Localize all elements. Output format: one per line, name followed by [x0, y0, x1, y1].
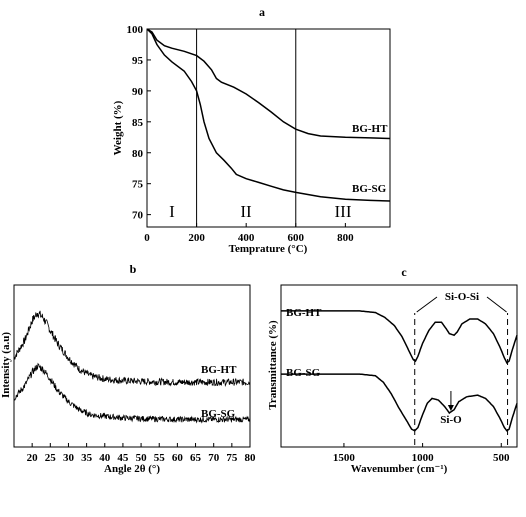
chart-b-plot-area: [13, 284, 251, 448]
chart-a-y-tick-label: 90: [132, 86, 144, 98]
chart-b-x-tick-label: 65: [190, 452, 202, 464]
chart-b-series-line-bg-ht: [13, 310, 251, 387]
chart-a-plot-area: [146, 28, 391, 228]
chart-marks: 0 200 400 600 800 70 75 80 85 90 95 100 20 25 30 35 40 45…: [13, 24, 518, 464]
chart-a-series-label-bg-ht: BG-HT: [352, 123, 388, 135]
chart-c-plot-area: [280, 284, 518, 448]
chart-a-y-tick-label: 95: [132, 55, 144, 67]
chart-c-x-tick-label: 500: [493, 452, 510, 464]
chart-a-x-tick-label: 800: [337, 232, 354, 244]
chart-a-x-tick-label: 400: [238, 232, 255, 244]
chart-b-y-axis-title: Intensity (a.u): [0, 332, 12, 398]
chart-c-x-tick-label: 1500: [333, 452, 356, 464]
chart-a-series-line-bg-sg: [146, 28, 391, 202]
chart-b-x-tick-label: 45: [117, 452, 129, 464]
chart-b-x-tick-label: 40: [99, 452, 111, 464]
chart-b-x-tick-label: 60: [172, 452, 184, 464]
chart-a-series-line-bg-ht: [146, 28, 391, 140]
chart-c-si-o-si-arrow-left: [416, 296, 438, 313]
chart-a-x-axis-title: Temprature (°C): [229, 243, 308, 255]
chart-a-y-tick-label: 100: [127, 24, 144, 36]
chart-a-x-tick-label: 0: [144, 232, 150, 244]
chart-b-series-label-bg-ht: BG-HT: [201, 364, 237, 376]
chart-a-series-label-bg-sg: BG-SG: [352, 183, 387, 195]
chart-b-x-tick-label: 75: [226, 452, 238, 464]
chart-b-x-tick-label: 55: [154, 452, 166, 464]
chart-b-x-tick-label: 50: [136, 452, 148, 464]
chart-b-x-tick-label: 70: [208, 452, 220, 464]
region-label-3: III: [335, 202, 352, 221]
chart-a-y-tick-label: 80: [132, 148, 144, 160]
chart-c-si-o-si-arrow-right: [486, 296, 507, 313]
chart-a-y-tick-label: 85: [132, 117, 144, 129]
chart-c-annotation-si-o: Si-O: [440, 414, 462, 426]
panel-c-label: c: [401, 265, 407, 279]
chart-a-x-tick-label: 600: [288, 232, 305, 244]
chart-b-x-tick-label: 25: [45, 452, 57, 464]
chart-b-x-tick-label: 20: [27, 452, 39, 464]
region-label-2: II: [240, 202, 252, 221]
chart-c-series-line-bg-sg: [281, 373, 518, 432]
chart-c-series-label-bg-ht: BG-HT: [286, 307, 322, 319]
chart-b-x-axis-title: Angle 2θ (°): [104, 463, 160, 475]
chart-c-series-line-bg-ht: [281, 310, 518, 364]
chart-b-series-line-bg-sg: [13, 362, 251, 424]
chart-b-x-tick-label: 30: [63, 452, 75, 464]
chart-c-x-tick-label: 1000: [412, 452, 435, 464]
region-label-1: I: [169, 202, 175, 221]
chart-c-series-label-bg-sg: BG-SG: [286, 367, 321, 379]
chart-c-annotation-si-o-si: Si-O-Si: [445, 291, 479, 303]
panel-a-label: a: [259, 5, 265, 19]
chart-a-y-axis-title: Weight (%): [112, 100, 124, 155]
panel-b-label: b: [130, 262, 137, 276]
chart-c-x-axis-title: Wavenumber (cm⁻¹): [351, 463, 448, 475]
chart-a-y-tick-label: 70: [132, 210, 144, 222]
chart-a-x-tick-label: 200: [188, 232, 205, 244]
chart-c-y-axis-title: Transmittance (%): [267, 320, 279, 410]
chart-b-x-tick-label: 80: [245, 452, 257, 464]
chart-a-y-tick-label: 75: [132, 179, 144, 191]
chart-b-x-tick-label: 35: [81, 452, 93, 464]
chart-c-si-o-arrow-head: [447, 405, 454, 411]
